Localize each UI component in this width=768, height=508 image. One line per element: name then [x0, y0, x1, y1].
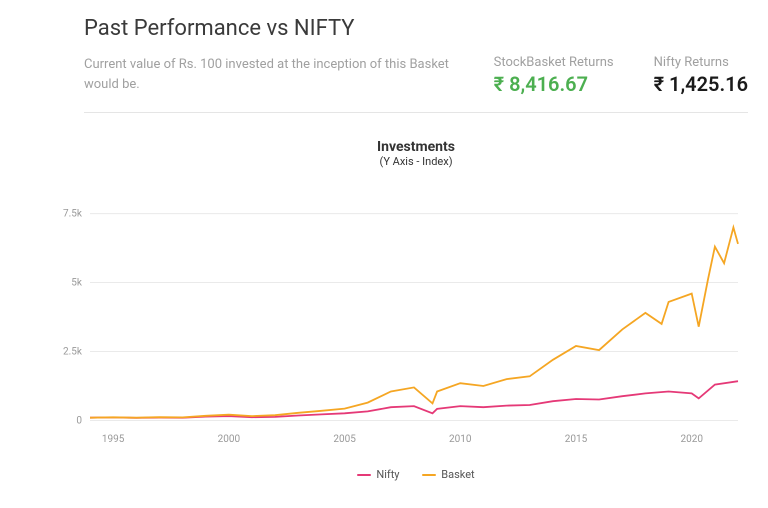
legend-swatch-basket	[422, 474, 436, 477]
svg-text:2020: 2020	[680, 434, 703, 445]
stockbasket-value: ₹ 8,416.67	[494, 72, 614, 96]
svg-text:2005: 2005	[333, 434, 356, 445]
chart-subtitle: (Y Axis - Index)	[84, 155, 748, 168]
svg-text:2015: 2015	[565, 434, 588, 445]
nifty-value: ₹ 1,425.16	[654, 72, 748, 96]
svg-text:2.5k: 2.5k	[63, 347, 83, 358]
chart-area: 0 2.5k 5k 7.5k 1995 2000 2005 2010 2015 2020	[42, 176, 748, 456]
stockbasket-label: StockBasket Returns	[494, 55, 614, 70]
performance-chart: 0 2.5k 5k 7.5k 1995 2000 2005 2010 2015 2020	[42, 176, 742, 456]
chart-title: Investments	[84, 139, 748, 155]
chart-legend: Nifty Basket	[84, 466, 748, 481]
svg-text:5k: 5k	[71, 278, 83, 289]
legend-label-nifty: Nifty	[376, 468, 399, 481]
summary-row: Current value of Rs. 100 invested at the…	[84, 55, 748, 113]
stockbasket-returns: StockBasket Returns ₹ 8,416.67	[494, 55, 614, 96]
legend-nifty: Nifty	[357, 468, 399, 481]
svg-text:2000: 2000	[218, 434, 241, 445]
svg-text:2010: 2010	[449, 434, 472, 445]
nifty-returns: Nifty Returns ₹ 1,425.16	[654, 55, 748, 96]
legend-label-basket: Basket	[441, 468, 474, 481]
page-title: Past Performance vs NIFTY	[84, 16, 748, 41]
svg-text:7.5k: 7.5k	[63, 209, 83, 220]
chart-titles: Investments (Y Axis - Index)	[84, 139, 748, 168]
nifty-label: Nifty Returns	[654, 55, 748, 70]
legend-basket: Basket	[422, 468, 474, 481]
svg-text:0: 0	[76, 415, 82, 426]
legend-swatch-nifty	[357, 474, 371, 477]
summary-description: Current value of Rs. 100 invested at the…	[84, 55, 494, 96]
svg-text:1995: 1995	[102, 434, 125, 445]
